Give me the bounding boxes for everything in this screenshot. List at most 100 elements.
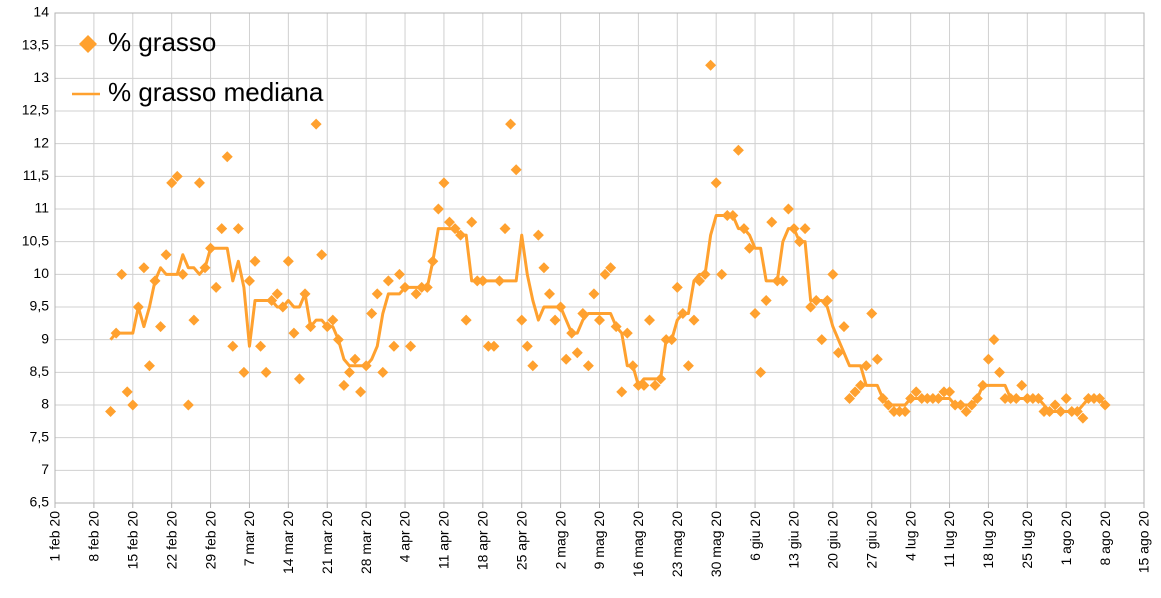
data-point xyxy=(860,360,872,372)
x-tick-label: 11 apr 20 xyxy=(436,511,452,569)
y-tick-label: 6,5 xyxy=(30,494,50,510)
y-tick-label: 7 xyxy=(41,461,49,477)
data-point xyxy=(960,406,972,418)
x-tick-label: 2 mag 20 xyxy=(552,511,568,570)
data-point xyxy=(288,327,300,339)
y-tick-label: 9 xyxy=(41,330,49,346)
data-point xyxy=(938,386,950,398)
data-point xyxy=(238,366,250,378)
y-tick-label: 11,5 xyxy=(23,167,49,183)
data-point xyxy=(127,399,139,411)
data-point xyxy=(777,275,789,287)
data-point xyxy=(505,118,517,130)
data-point xyxy=(744,242,756,254)
y-tick-label: 8,5 xyxy=(30,363,50,379)
x-tick-label: 29 feb 20 xyxy=(202,511,218,570)
data-point xyxy=(944,386,956,398)
data-point xyxy=(271,288,283,300)
data-point xyxy=(844,392,856,404)
data-point xyxy=(871,353,883,365)
data-point xyxy=(282,255,294,267)
data-point xyxy=(516,314,528,326)
data-point xyxy=(688,314,700,326)
data-point xyxy=(116,268,128,280)
x-tick-label: 9 mag 20 xyxy=(591,511,607,570)
data-point xyxy=(988,334,1000,346)
data-point xyxy=(1077,412,1089,424)
data-point xyxy=(221,151,233,163)
data-point xyxy=(616,386,628,398)
data-point xyxy=(582,360,594,372)
x-tick-label: 8 feb 20 xyxy=(86,511,102,562)
data-point xyxy=(166,177,178,189)
data-point xyxy=(649,379,661,391)
data-point xyxy=(405,340,417,352)
data-point xyxy=(216,223,228,235)
data-point xyxy=(532,229,544,241)
data-point xyxy=(994,366,1006,378)
data-point xyxy=(382,275,394,287)
data-point xyxy=(999,392,1011,404)
data-point xyxy=(510,164,522,176)
data-point xyxy=(571,347,583,359)
data-point xyxy=(499,223,511,235)
data-point xyxy=(755,366,767,378)
legend-swatch xyxy=(79,35,97,53)
data-point xyxy=(160,249,172,261)
data-point xyxy=(482,340,494,352)
x-tick-label: 4 apr 20 xyxy=(397,511,413,563)
data-point xyxy=(338,379,350,391)
x-tick-label: 6 giu 20 xyxy=(747,511,763,561)
x-tick-label: 22 feb 20 xyxy=(163,511,179,570)
x-tick-label: 14 mar 20 xyxy=(280,511,296,574)
data-point xyxy=(710,177,722,189)
data-point xyxy=(832,347,844,359)
data-point xyxy=(316,249,328,261)
data-point xyxy=(432,203,444,215)
data-point xyxy=(899,406,911,418)
x-tick-label: 21 mar 20 xyxy=(319,511,335,574)
data-point xyxy=(255,340,267,352)
data-point xyxy=(171,170,183,182)
data-point xyxy=(760,294,772,306)
x-tick-label: 15 ago 20 xyxy=(1136,511,1152,573)
data-point xyxy=(682,360,694,372)
data-point xyxy=(371,288,383,300)
data-point xyxy=(310,118,322,130)
legend-label: % grasso xyxy=(108,27,216,57)
x-tick-label: 7 mar 20 xyxy=(241,511,257,566)
data-point xyxy=(888,406,900,418)
data-point xyxy=(838,321,850,333)
data-point xyxy=(182,399,194,411)
x-tick-label: 8 ago 20 xyxy=(1097,511,1113,566)
data-point xyxy=(543,288,555,300)
y-tick-label: 14 xyxy=(33,4,49,20)
x-tick-label: 27 giu 20 xyxy=(863,511,879,569)
x-tick-label: 15 feb 20 xyxy=(124,511,140,570)
data-point xyxy=(327,314,339,326)
x-tick-label: 4 lug 20 xyxy=(902,511,918,561)
data-point xyxy=(488,340,500,352)
data-point xyxy=(799,223,811,235)
data-point xyxy=(705,59,717,71)
data-point xyxy=(343,366,355,378)
data-point xyxy=(466,216,478,228)
x-tick-label: 25 apr 20 xyxy=(513,511,529,570)
data-point xyxy=(594,314,605,326)
y-tick-label: 8 xyxy=(41,396,49,412)
x-tick-label: 23 mag 20 xyxy=(669,511,685,577)
data-point xyxy=(855,379,867,391)
x-tick-label: 1 feb 20 xyxy=(47,511,63,562)
data-point xyxy=(366,308,378,320)
y-tick-label: 13 xyxy=(33,69,49,85)
y-tick-label: 12 xyxy=(33,134,49,150)
data-point xyxy=(1049,399,1061,411)
data-point xyxy=(188,314,200,326)
data-point xyxy=(827,268,839,280)
data-point xyxy=(866,308,878,320)
data-point xyxy=(388,340,400,352)
x-tick-label: 11 lug 20 xyxy=(941,511,957,568)
data-point xyxy=(249,255,261,267)
data-point xyxy=(749,308,761,320)
data-point xyxy=(521,340,533,352)
